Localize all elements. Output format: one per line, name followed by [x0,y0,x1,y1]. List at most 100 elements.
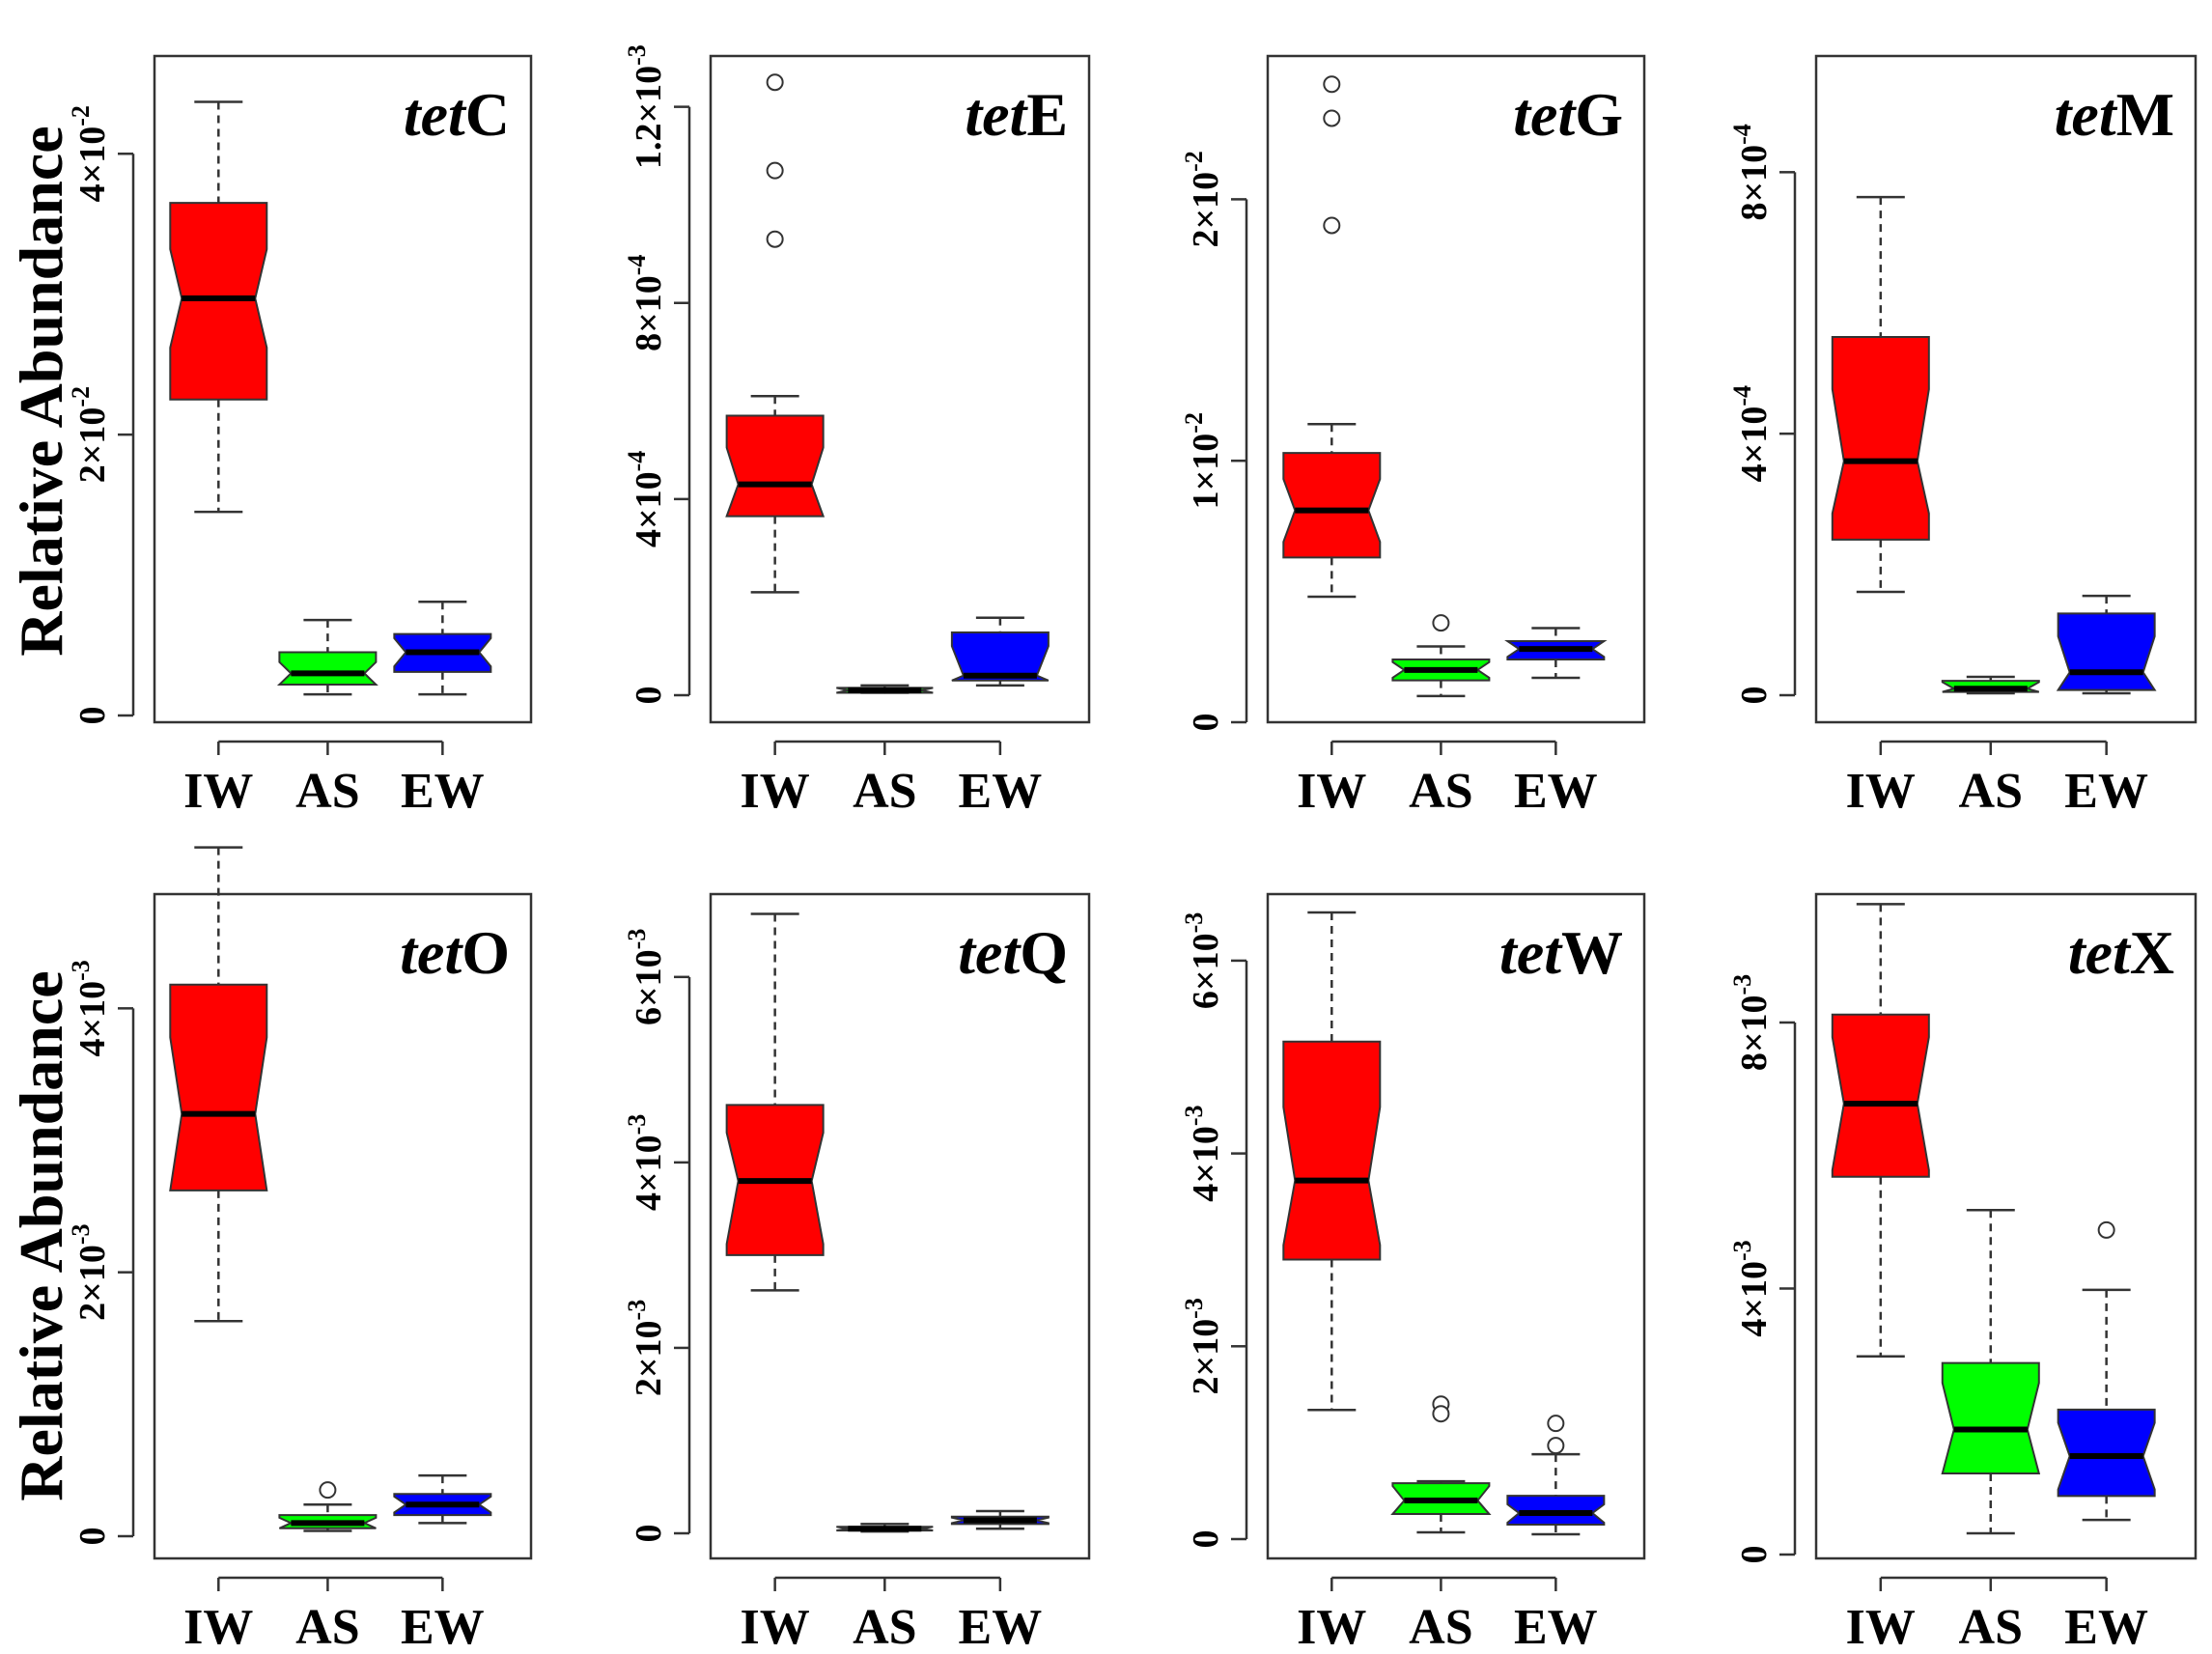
x-tick-label-ew: EW [1514,764,1598,819]
box-ew [393,600,492,696]
y-tick-mantissa: 4×10 [1734,1261,1775,1337]
y-tick-mantissa: 0 [1734,1546,1775,1564]
panel-title-prefix: tet [2055,80,2118,149]
y-tick-label: 0 [1734,1546,1775,1564]
y-tick-mantissa: 8×10 [1734,995,1775,1071]
y-tick-mantissa: 4×10 [72,981,113,1057]
x-tick-label-as: AS [853,764,916,819]
y-tick-label: 4×10-3 [1180,1105,1226,1201]
outlier-point [766,161,784,180]
y-tick-mantissa: 2×10 [72,1245,113,1321]
x-tick-label-as: AS [853,1600,916,1654]
panel-title: tetW [1499,918,1623,987]
panel-title: tetX [2068,918,2174,987]
panel-title: tetO [400,918,510,987]
y-tick-mantissa: 4×10 [1734,406,1775,483]
box-as [1391,614,1491,698]
y-tick-label: 4×10-4 [623,451,669,547]
plot-frame [709,892,1091,1560]
panel-tetm: tetM 0 4×10 -48×10-4 IW AS EW [1728,54,2198,819]
y-tick-exponent: -3 [67,960,95,981]
box-iw [169,846,268,1323]
plot-frame [1814,892,2198,1560]
plot-frame [709,54,1091,724]
panel-title-prefix: tet [1499,918,1563,987]
box-as [1941,675,2040,695]
x-tick-label-as: AS [295,764,359,819]
panel-title-suffix: G [1575,80,1623,149]
y-tick-label: 8×10-4 [1728,124,1775,220]
outlier-point [1547,1415,1565,1433]
panel-title-suffix: C [465,80,510,149]
panel-title-suffix: E [1026,80,1068,149]
panel-title-suffix: O [462,918,510,987]
panel-title: tetM [2055,80,2174,149]
y-tick-label: 2×10-3 [1180,1298,1226,1394]
box-body [725,414,826,518]
y-tick-mantissa: 2×10 [1186,172,1226,248]
panel-title-suffix: Q [1020,918,1068,987]
y-tick-label: 0 [1734,687,1775,705]
box-body [1282,1040,1382,1261]
x-tick-label-ew: EW [959,1600,1043,1654]
y-tick-exponent: -4 [623,451,651,472]
x-tick-label-ew: EW [1514,1600,1598,1654]
y-tick-label: 0 [629,687,669,705]
x-tick-label-ew: EW [2064,764,2148,819]
panel-title-prefix: tet [1513,80,1577,149]
box-body [1831,1013,1930,1178]
y-tick-exponent: -3 [67,1224,95,1246]
panel-title: tetE [965,80,1068,149]
box-as [276,618,378,696]
box-as [836,684,934,694]
y-tick-label: 6×10-3 [623,929,669,1025]
outlier-point [2097,1220,2115,1239]
plot-frame [1266,54,1646,724]
y-tick-exponent: -2 [67,105,95,126]
x-tick-label-ew: EW [2064,1600,2148,1654]
box-body [2057,1408,2156,1498]
x-tick-label-iw: IW [1846,764,1916,819]
y-tick-mantissa: 6×10 [1186,933,1226,1009]
y-tick-label: 2×10-3 [623,1300,669,1396]
y-tick-exponent: -3 [1180,912,1208,934]
box-iw [1282,911,1382,1412]
y-tick-label: 0 [1186,714,1226,732]
box-as [1941,1208,2041,1535]
outlier-point [1323,109,1341,127]
y-tick-mantissa: 1×10 [1186,434,1226,510]
box-ew [2056,594,2157,695]
y-tick-mantissa: 0 [1734,687,1775,705]
x-tick-label-as: AS [1409,1600,1472,1654]
y-tick-exponent: -4 [1728,124,1756,145]
panel-title-prefix: tet [404,80,467,149]
box-ew [1506,1415,1606,1536]
x-tick-label-iw: IW [741,1600,810,1654]
y-tick-mantissa: 2×10 [629,1320,669,1396]
x-tick-label-ew: EW [401,1600,485,1654]
box-iw [1282,75,1382,599]
panel-title: tetG [1513,80,1623,149]
x-tick-label-iw: IW [741,764,810,819]
panel-title-prefix: tet [958,918,1022,987]
y-tick-mantissa: 8×10 [629,275,669,351]
y-tick-label: 4×10-2 [67,105,113,202]
x-tick-label-as: AS [1959,764,2023,819]
box-body [2056,612,2157,691]
y-tick-mantissa: 6×10 [629,949,669,1025]
outlier-point [766,230,784,248]
y-axis-label-bottom: Relative Abundance [7,970,75,1500]
outlier-point [1323,216,1341,235]
outlier-point [1432,1405,1450,1423]
y-tick-mantissa: 4×10 [72,126,113,203]
box-ew [393,1473,492,1525]
y-tick-mantissa: 0 [629,1525,669,1543]
box-ew [1504,627,1608,680]
y-tick-exponent: -3 [1180,1298,1208,1319]
y-tick-label: 8×10-3 [1728,974,1775,1071]
box-iw [725,73,826,594]
panel-title-prefix: tet [400,918,463,987]
y-tick-mantissa: 4×10 [629,471,669,547]
